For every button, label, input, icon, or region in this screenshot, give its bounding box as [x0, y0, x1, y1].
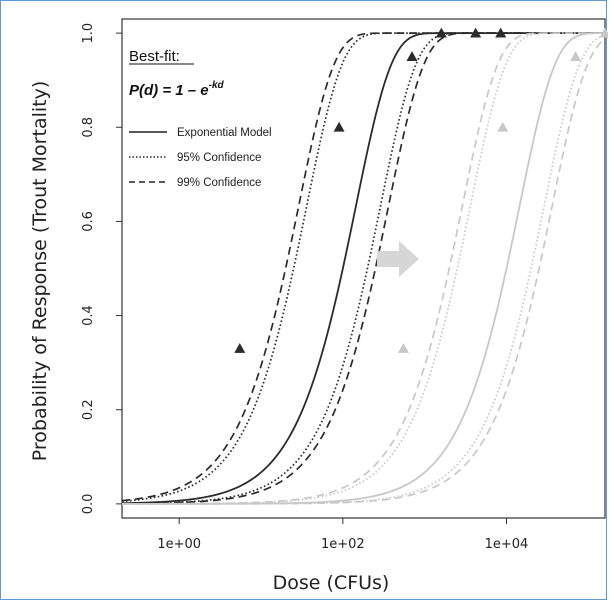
- curve-shifted-solid: [122, 32, 606, 505]
- x-tick-label: 1e+00: [157, 537, 201, 552]
- curve-original-dashed: [121, 32, 605, 505]
- observed-point: [333, 121, 345, 132]
- y-tick-label: 0.8: [81, 117, 96, 138]
- observed-point: [470, 27, 482, 38]
- shifted-point: [599, 27, 608, 38]
- y-tick-label: 0.4: [81, 305, 96, 326]
- model-curves: [121, 32, 606, 505]
- y-tick-label: 1.0: [81, 23, 96, 44]
- curve-original-dotted: [121, 32, 605, 503]
- observed-point: [406, 51, 418, 62]
- observed-point: [234, 343, 246, 353]
- y-axis: 0.0 0.2 0.4 0.6 0.8 1.0: [81, 23, 122, 514]
- observed-point: [435, 27, 447, 38]
- formula: P(d) = 1 – e-kd: [129, 80, 225, 99]
- y-tick-label: 0.0: [81, 494, 96, 515]
- y-axis-title: Probability of Response (Trout Mortality…: [29, 81, 51, 461]
- curve-original-dotted: [121, 32, 605, 505]
- legend: Exponential Model 95% Confidence 99% Con…: [129, 127, 272, 189]
- x-axis-title: Dose (CFUs): [273, 572, 390, 594]
- shifted-point: [570, 51, 582, 62]
- x-tick-label: 1e+02: [321, 537, 365, 552]
- y-tick-label: 0.2: [81, 399, 96, 420]
- curve-shifted-dashed: [122, 32, 605, 505]
- x-tick-label: 1e+04: [485, 537, 529, 552]
- curve-original-solid: [121, 32, 605, 505]
- annotation: Best-fit: P(d) = 1 – e-kd: [129, 48, 225, 99]
- curve-shifted-dotted: [122, 34, 606, 505]
- curve-shifted-dotted: [122, 32, 605, 505]
- y-tick-label: 0.6: [81, 211, 96, 232]
- observed-points: [234, 27, 608, 353]
- plot-area-border: [121, 18, 606, 519]
- shifted-point: [497, 121, 509, 132]
- shifted-point: [397, 343, 409, 353]
- observed-point: [495, 27, 507, 38]
- x-axis: 1e+00 1e+02 1e+04: [157, 518, 528, 552]
- legend-label-99: 99% Confidence: [177, 177, 261, 189]
- bestfit-heading: Best-fit:: [129, 48, 180, 65]
- formula-main: P(d) = 1 – e: [129, 82, 209, 99]
- shift-arrow-icon: [377, 241, 419, 277]
- curve-original-dashed: [121, 32, 605, 502]
- formula-exponent: -kd: [209, 80, 225, 91]
- legend-label-exponential: Exponential Model: [177, 127, 272, 139]
- curve-shifted-dashed: [122, 38, 606, 505]
- legend-label-95: 95% Confidence: [177, 152, 261, 164]
